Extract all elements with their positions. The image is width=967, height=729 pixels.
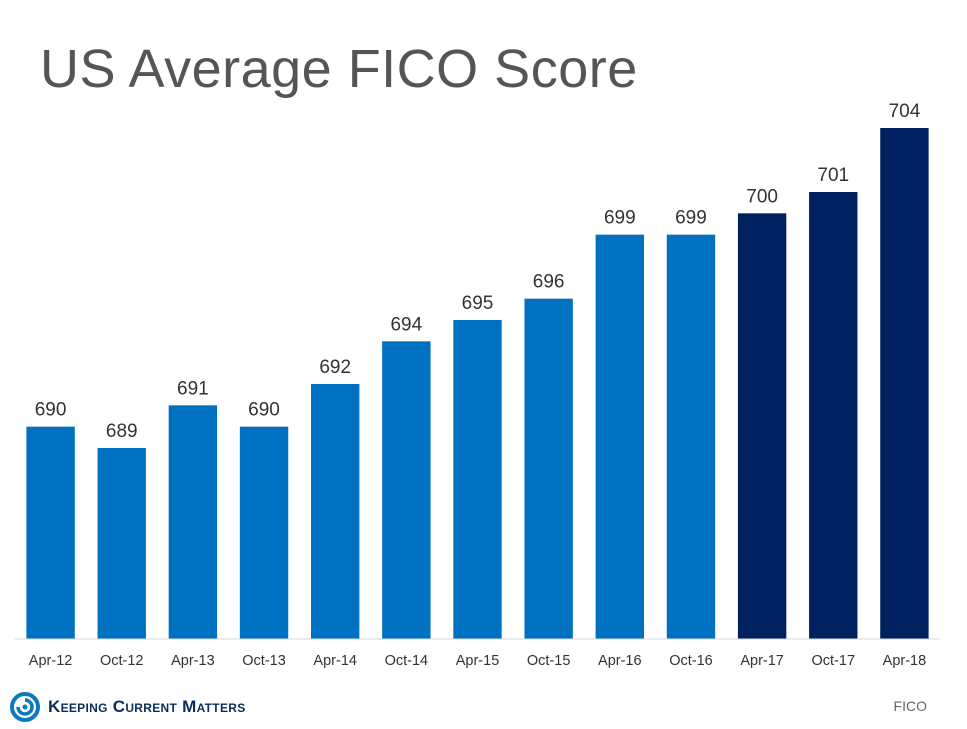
bar-apr-14	[311, 384, 360, 639]
x-tick-label: Oct-13	[242, 653, 286, 669]
data-labels-group: 690 689 691 690 692 694 695 696 699 699 700 701 704	[35, 101, 921, 442]
bar-apr-13	[168, 405, 218, 639]
source-label: FICO	[893, 698, 927, 714]
x-tick-label: Apr-18	[883, 653, 927, 669]
x-tick-label: Oct-17	[812, 653, 856, 669]
bar-oct-16	[666, 234, 716, 639]
x-tick-label: Oct-16	[669, 653, 713, 669]
brand-name: Keeping Current Matters	[48, 697, 246, 716]
bar-oct-14	[382, 341, 431, 639]
x-tick-label: Oct-15	[527, 653, 571, 669]
data-label: 704	[889, 101, 921, 122]
chart-title: US Average FICO Score	[40, 39, 638, 99]
data-label: 699	[675, 208, 707, 229]
bar-oct-13	[239, 426, 289, 639]
bar-oct-17	[809, 192, 858, 639]
bar-apr-16	[595, 234, 644, 639]
data-label: 690	[35, 400, 67, 421]
data-label: 690	[248, 400, 280, 421]
bar-apr-12	[26, 426, 75, 639]
bar-apr-17	[737, 213, 787, 640]
x-tick-label: Apr-17	[740, 653, 784, 669]
bars-group	[26, 128, 929, 640]
x-tick-labels-group: Apr-12 Oct-12 Apr-13 Oct-13 Apr-14 Oct-14 Apr-…	[29, 653, 926, 669]
x-tick-label: Apr-13	[171, 653, 215, 669]
data-label: 691	[177, 378, 209, 399]
data-label: 695	[462, 293, 494, 314]
data-label: 696	[533, 272, 565, 293]
bar-apr-15	[453, 320, 502, 639]
x-tick-label: Apr-12	[29, 653, 73, 669]
bar-apr-18	[880, 128, 929, 639]
x-tick-label: Apr-14	[313, 653, 357, 669]
data-label: 700	[746, 186, 778, 207]
data-label: 692	[319, 357, 351, 378]
x-tick-label: Oct-12	[100, 653, 144, 669]
x-tick-label: Apr-15	[456, 653, 500, 669]
data-label: 694	[390, 314, 422, 335]
brand-logo[interactable]: Keeping Current Matters	[10, 692, 246, 722]
bar-oct-15	[524, 298, 573, 639]
data-label: 689	[106, 421, 138, 442]
data-label: 699	[604, 208, 636, 229]
x-tick-label: Oct-14	[385, 653, 429, 669]
kcm-swirl-icon	[10, 692, 40, 722]
data-label: 701	[817, 165, 849, 186]
bar-oct-12	[97, 448, 146, 639]
x-tick-label: Apr-16	[598, 653, 642, 669]
